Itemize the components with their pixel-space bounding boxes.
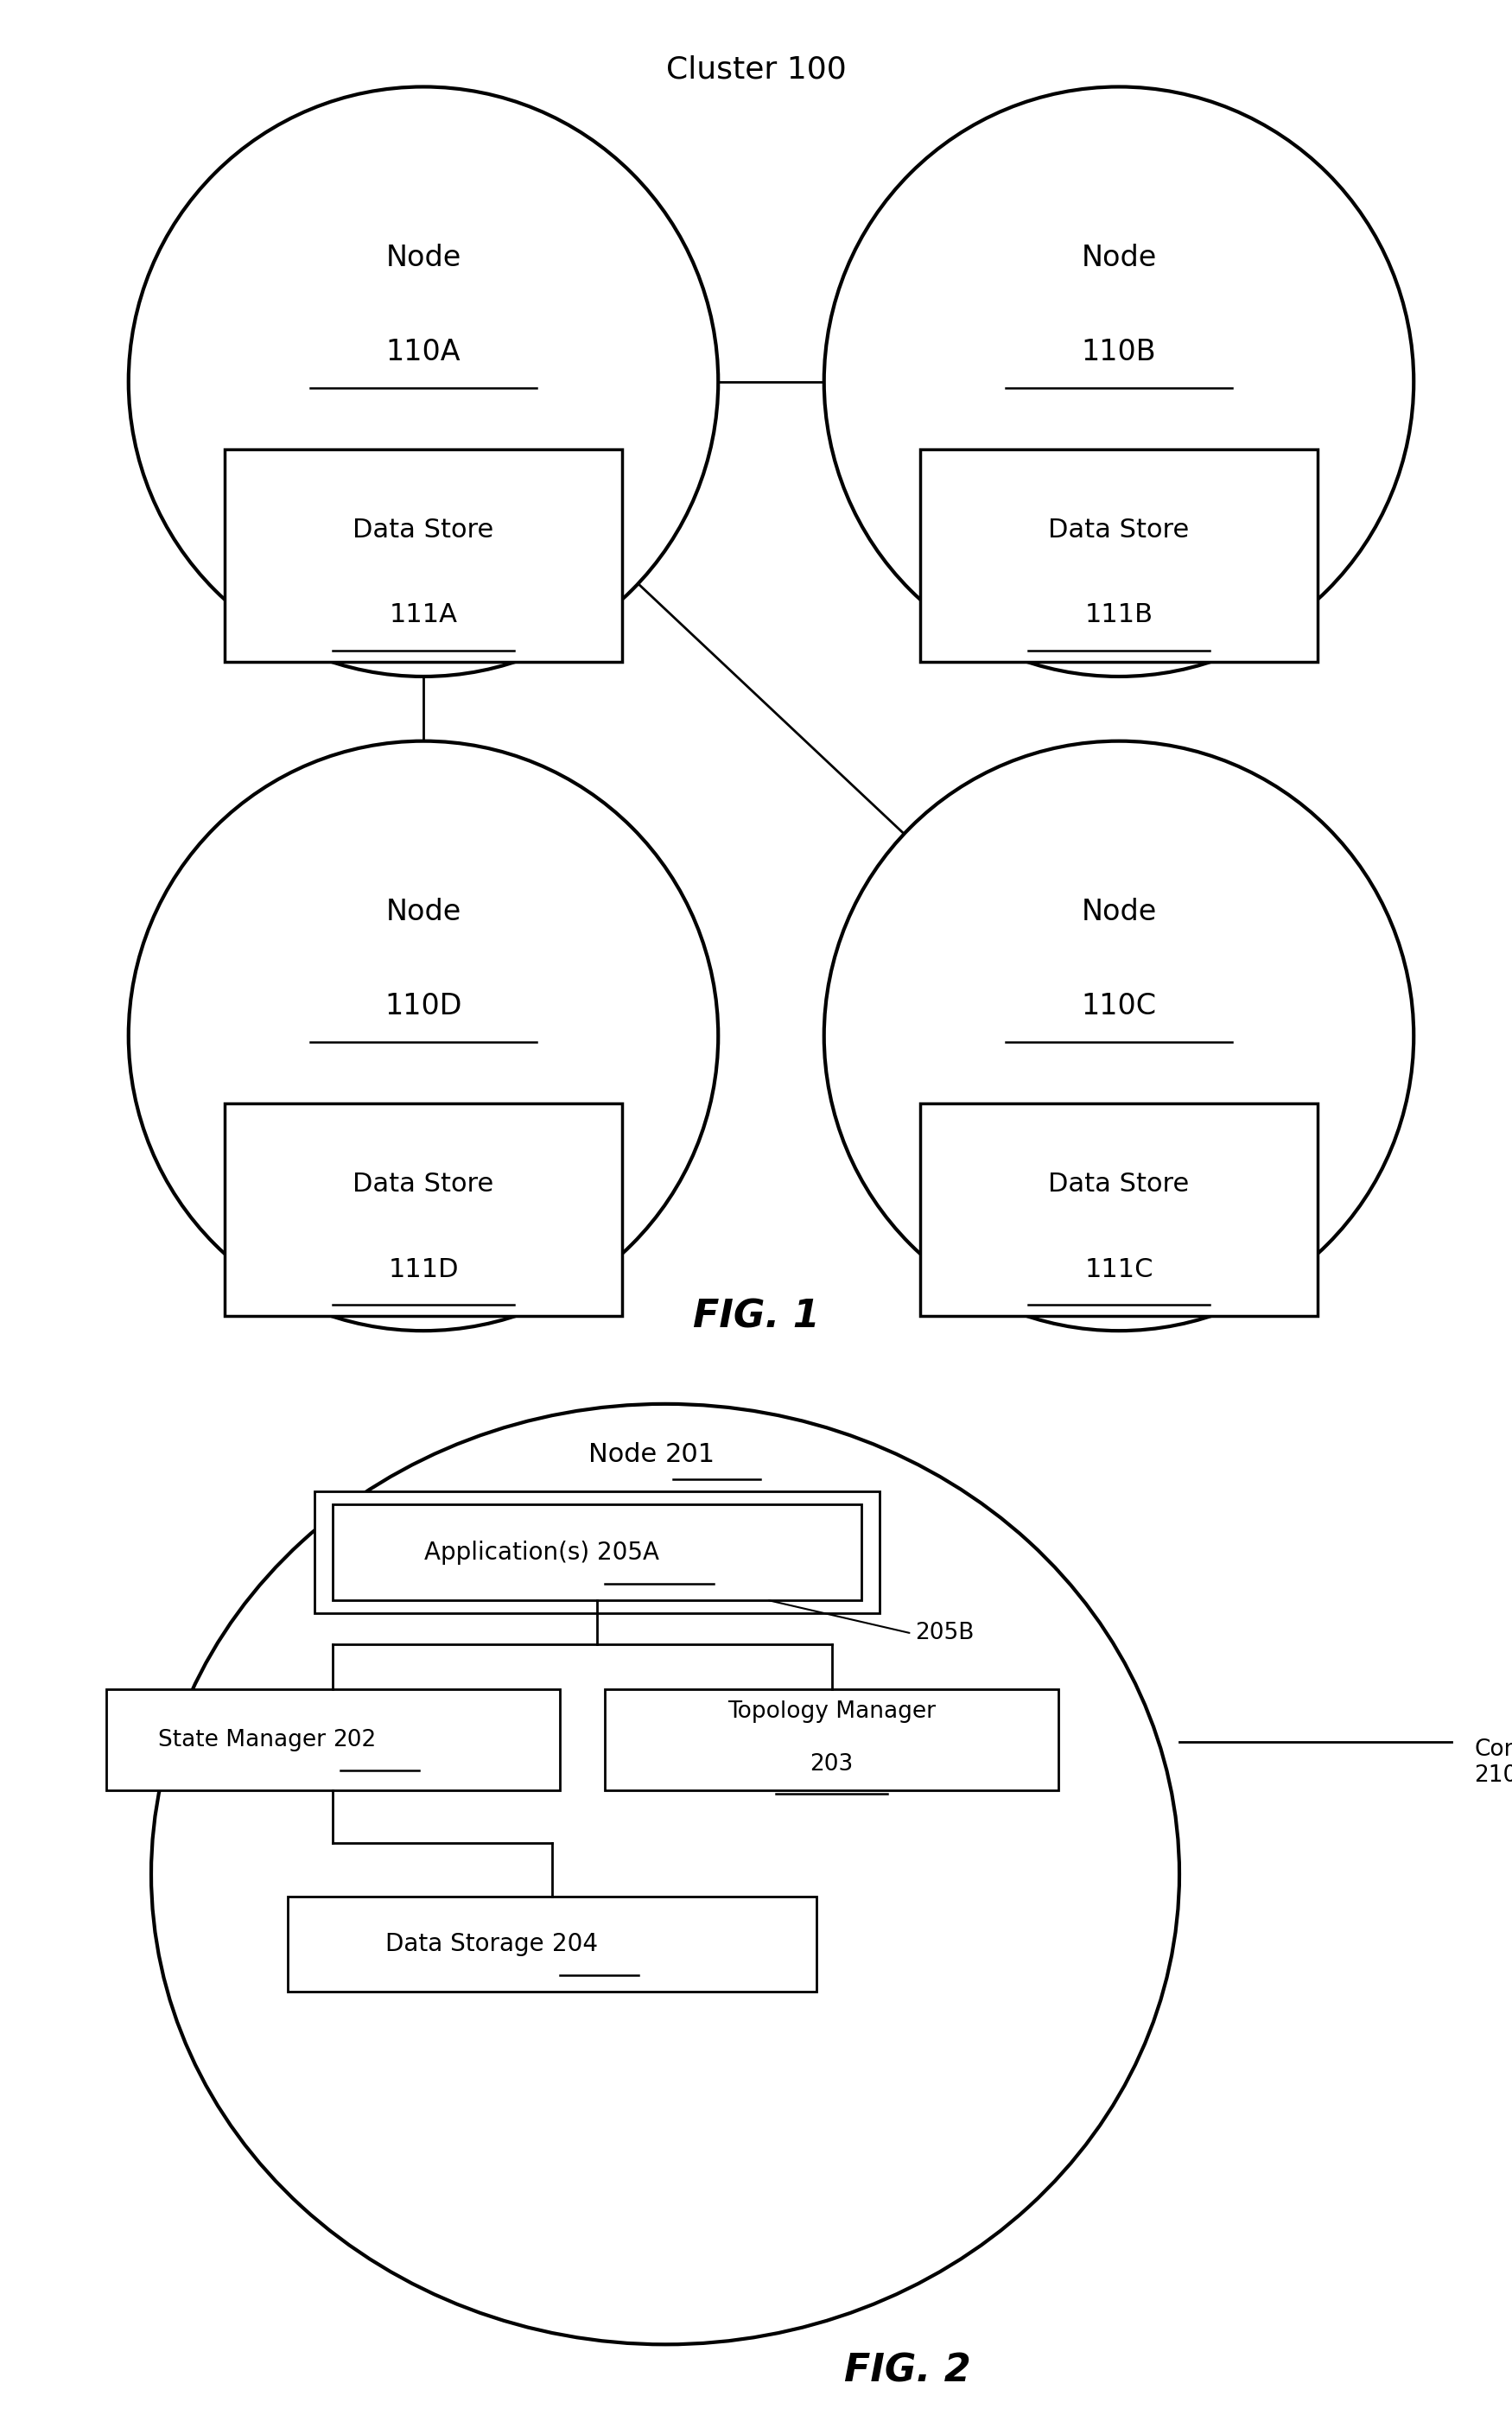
Text: Node: Node — [386, 243, 461, 273]
Ellipse shape — [824, 88, 1414, 677]
Text: Data Store: Data Store — [352, 1171, 494, 1198]
Text: 110A: 110A — [386, 338, 461, 368]
Text: 205A: 205A — [597, 1541, 659, 1565]
FancyBboxPatch shape — [919, 1103, 1318, 1317]
Text: 111D: 111D — [389, 1256, 458, 1283]
Text: 204: 204 — [552, 1933, 597, 1957]
Ellipse shape — [151, 1404, 1179, 2344]
Text: 111B: 111B — [1084, 604, 1154, 628]
Text: Data Store: Data Store — [352, 518, 494, 543]
FancyBboxPatch shape — [333, 1504, 862, 1599]
Text: Data Storage: Data Storage — [386, 1933, 552, 1957]
Text: FIG. 1: FIG. 1 — [692, 1300, 820, 1336]
FancyBboxPatch shape — [919, 450, 1318, 662]
Text: Node: Node — [386, 898, 461, 927]
Text: Application(s): Application(s) — [425, 1541, 597, 1565]
Text: 111A: 111A — [389, 604, 458, 628]
Ellipse shape — [129, 88, 718, 677]
Text: Data Store: Data Store — [1048, 518, 1190, 543]
Text: 110C: 110C — [1081, 993, 1157, 1020]
Text: Data Store: Data Store — [1048, 1171, 1190, 1198]
Text: Cluster 100: Cluster 100 — [665, 54, 847, 83]
Text: 203: 203 — [810, 1752, 853, 1777]
Ellipse shape — [824, 740, 1414, 1331]
Text: Node: Node — [588, 1441, 665, 1468]
FancyBboxPatch shape — [605, 1689, 1058, 1791]
FancyBboxPatch shape — [287, 1896, 816, 1991]
Text: 205B: 205B — [915, 1621, 974, 1645]
Text: Connection(s)
210: Connection(s) 210 — [1474, 1738, 1512, 1787]
FancyBboxPatch shape — [314, 1492, 880, 1614]
Text: 111C: 111C — [1084, 1256, 1154, 1283]
FancyBboxPatch shape — [224, 450, 623, 662]
Text: State Manager: State Manager — [157, 1728, 333, 1750]
FancyBboxPatch shape — [106, 1689, 559, 1791]
Text: 110B: 110B — [1081, 338, 1157, 368]
Text: 202: 202 — [333, 1728, 376, 1750]
Ellipse shape — [129, 740, 718, 1331]
Text: Node: Node — [1081, 243, 1157, 273]
Text: Topology Manager: Topology Manager — [727, 1701, 936, 1723]
Text: 201: 201 — [665, 1441, 715, 1468]
FancyBboxPatch shape — [224, 1103, 623, 1317]
Text: Node: Node — [1081, 898, 1157, 927]
Text: 110D: 110D — [384, 993, 463, 1020]
Text: FIG. 2: FIG. 2 — [844, 2351, 971, 2390]
